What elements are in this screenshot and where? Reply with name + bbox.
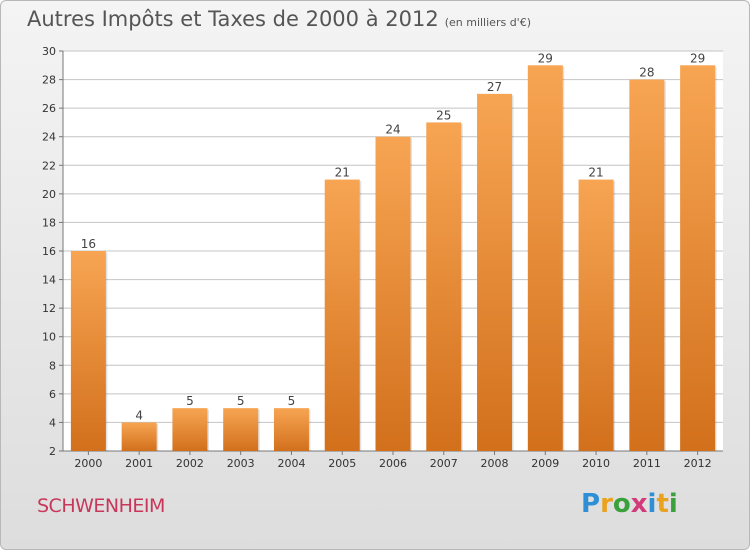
x-tick-label: 2005 xyxy=(328,457,356,470)
x-tick-label: 2003 xyxy=(227,457,255,470)
bar xyxy=(375,136,411,451)
x-tick-label: 2001 xyxy=(125,457,153,470)
logo-letter: i xyxy=(668,489,678,519)
bar xyxy=(273,408,309,451)
x-tick-label: 2009 xyxy=(531,457,559,470)
data-label: 4 xyxy=(135,408,143,422)
bar xyxy=(477,93,513,451)
bar xyxy=(324,179,360,452)
data-label: 5 xyxy=(237,394,245,408)
bar xyxy=(680,65,716,452)
y-tick-label: 12 xyxy=(42,302,56,315)
x-tick-label: 2011 xyxy=(633,457,661,470)
bar xyxy=(223,408,259,451)
y-tick-label: 16 xyxy=(42,245,56,258)
data-label: 5 xyxy=(288,394,296,408)
y-tick-label: 4 xyxy=(49,416,56,429)
data-label: 24 xyxy=(385,123,400,137)
data-label: 21 xyxy=(588,166,603,180)
chart-title: Autres Impôts et Taxes de 2000 à 2012 (en… xyxy=(27,7,531,31)
data-label: 29 xyxy=(538,51,553,65)
y-tick-label: 26 xyxy=(42,102,56,115)
logo-letter: r xyxy=(600,489,613,519)
bar xyxy=(426,122,462,451)
x-tick-label: 2010 xyxy=(582,457,610,470)
x-tick-label: 2012 xyxy=(684,457,712,470)
logo-letter: t xyxy=(656,489,669,519)
x-tick-label: 2006 xyxy=(379,457,407,470)
y-tick-label: 28 xyxy=(42,74,56,87)
bar xyxy=(172,408,208,451)
data-label: 29 xyxy=(690,51,705,65)
x-tick-label: 2004 xyxy=(277,457,305,470)
y-tick-label: 14 xyxy=(42,274,56,287)
y-tick-label: 8 xyxy=(49,359,56,372)
data-label: 28 xyxy=(639,66,654,80)
bar xyxy=(578,179,614,452)
y-tick-label: 22 xyxy=(42,159,56,172)
logo-letter: o xyxy=(612,489,631,519)
y-tick-label: 10 xyxy=(42,331,56,344)
data-label: 25 xyxy=(436,108,451,122)
bar xyxy=(629,79,665,452)
x-tick-label: 2002 xyxy=(176,457,204,470)
y-tick-label: 30 xyxy=(42,45,56,58)
data-label: 16 xyxy=(81,237,96,251)
y-tick-label: 6 xyxy=(49,388,56,401)
bar xyxy=(121,422,157,451)
y-tick-label: 24 xyxy=(42,131,56,144)
x-tick-label: 2008 xyxy=(481,457,509,470)
chart-subtitle: (en milliers d'€) xyxy=(444,16,531,29)
y-tick-label: 20 xyxy=(42,188,56,201)
y-tick-label: 2 xyxy=(49,445,56,458)
y-tick-label: 18 xyxy=(42,216,56,229)
bar xyxy=(70,251,106,451)
commune-name: SCHWENHEIM xyxy=(37,495,165,517)
x-tick-label: 2000 xyxy=(74,457,102,470)
chart-title-text: Autres Impôts et Taxes de 2000 à 2012 xyxy=(27,7,439,31)
x-tick-label: 2007 xyxy=(430,457,458,470)
logo-letter: x xyxy=(630,489,648,519)
data-label: 21 xyxy=(335,166,350,180)
proxiti-logo: Proxiti xyxy=(581,489,678,519)
logo-letter: i xyxy=(647,489,657,519)
logo-letter: P xyxy=(581,489,601,519)
data-label: 5 xyxy=(186,394,194,408)
bar xyxy=(527,65,563,452)
data-label: 27 xyxy=(487,80,502,94)
